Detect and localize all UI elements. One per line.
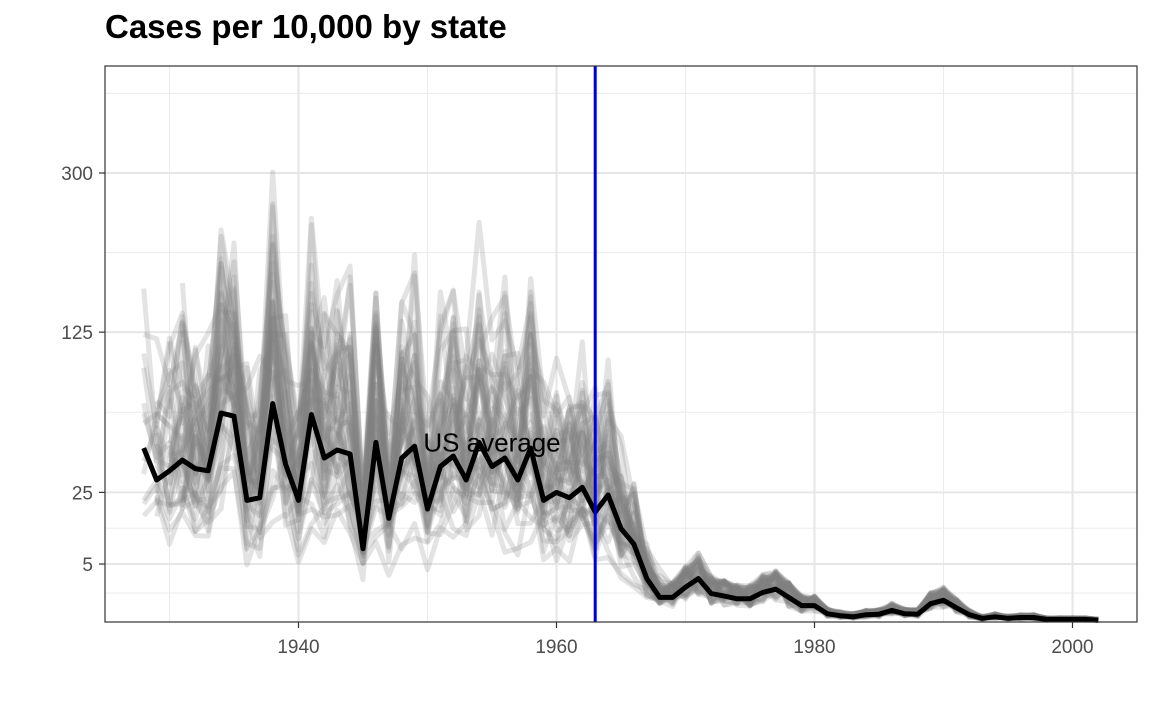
state-line — [154, 345, 1099, 623]
state-line — [142, 259, 1099, 623]
us-average-line — [141, 401, 1099, 623]
x-tick-label: 1980 — [793, 637, 835, 658]
grid-major — [105, 66, 1137, 622]
state-line — [180, 240, 1099, 623]
state-line — [154, 308, 1099, 623]
state-line — [168, 316, 1099, 623]
y-tick-label: 300 — [61, 164, 93, 185]
x-tick-label: 2000 — [1051, 637, 1093, 658]
us-average-path — [141, 401, 1099, 623]
chart-title: Cases per 10,000 by state — [105, 8, 507, 45]
x-tick-label: 1960 — [535, 637, 577, 658]
state-line — [141, 383, 1099, 624]
axis-ticks: 1940 1960 1980 2000 5 25 125 300 — [61, 164, 1093, 658]
annotation-layer: US average — [423, 427, 560, 457]
state-line — [168, 342, 1099, 623]
state-line — [167, 219, 1099, 623]
state-line — [141, 169, 1099, 622]
state-line — [141, 270, 1099, 623]
state-line — [179, 335, 1099, 623]
state-line — [154, 289, 1099, 623]
state-line — [154, 465, 1099, 623]
state-line — [167, 227, 1099, 622]
state-line — [141, 233, 1099, 623]
state-line — [179, 289, 1099, 623]
x-tick-label: 1940 — [277, 637, 319, 658]
state-line — [154, 243, 1099, 623]
state-line — [141, 274, 1099, 623]
state-line — [167, 271, 1099, 623]
state-line — [154, 368, 1099, 623]
state-series-lines — [141, 169, 1099, 624]
state-line — [154, 302, 1099, 623]
state-line — [167, 215, 1099, 623]
state-line — [154, 297, 1099, 623]
y-tick-label: 25 — [72, 483, 93, 504]
annotation-text: US average — [423, 427, 560, 457]
state-line — [141, 290, 1099, 624]
state-line — [154, 279, 1099, 623]
y-tick-label: 5 — [82, 555, 93, 576]
panel-border — [104, 65, 1138, 623]
state-line — [167, 303, 1099, 623]
state-line — [154, 260, 1099, 622]
state-line — [154, 453, 1099, 623]
y-tick-label: 125 — [61, 323, 93, 344]
